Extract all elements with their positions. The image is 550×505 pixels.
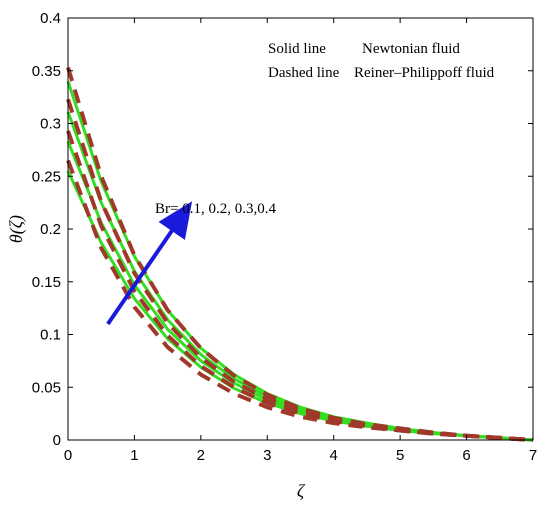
dashed-series-br-0.3 (66, 98, 534, 442)
series-group (66, 67, 534, 442)
legend-style-dashed: Dashed line (268, 65, 340, 81)
solid-series-br-0.2 (66, 140, 534, 442)
dashed-series-br-0.2 (66, 130, 534, 442)
x-tick-label: 3 (263, 447, 271, 464)
solid-series-br-0.1 (66, 170, 534, 442)
dashed-series-br-0.1 (66, 159, 534, 442)
y-tick-label: 0.1 (40, 327, 61, 344)
y-tick-label: 0.05 (32, 379, 61, 396)
x-tick-label: 1 (130, 447, 138, 464)
legend-style-solid: Solid line (268, 41, 326, 57)
y-axis-label: θ(ζ) (6, 215, 27, 243)
y-tick-label: 0.3 (40, 116, 61, 133)
y-tick-label: 0.35 (32, 63, 61, 80)
x-axis-label: ζ (297, 481, 306, 501)
legend-label-newtonian: Newtonian fluid (362, 41, 460, 57)
x-axis: 0 1 2 3 4 5 6 7 (64, 18, 537, 464)
y-tick-label: 0 (53, 432, 61, 449)
br-annotation: Br= 0.1, 0.2, 0.3,0.4 (155, 201, 276, 217)
y-tick-label: 0.2 (40, 221, 61, 238)
legend: Solid line Newtonian fluid Dashed line R… (268, 41, 495, 81)
y-tick-label: 0.4 (40, 10, 61, 27)
x-tick-label: 6 (462, 447, 470, 464)
x-tick-label: 0 (64, 447, 72, 464)
solid-series-br-0.4 (66, 80, 534, 442)
x-tick-label: 2 (197, 447, 205, 464)
x-tick-label: 5 (396, 447, 404, 464)
y-axis: 0 0.05 0.1 0.15 0.2 0.25 0.3 0.35 0.4 (32, 10, 533, 449)
y-tick-label: 0.15 (32, 274, 61, 291)
legend-label-reiner-philippoff: Reiner–Philippoff fluid (354, 65, 495, 81)
plot-frame (67, 17, 534, 441)
x-tick-label: 4 (330, 447, 338, 464)
x-tick-label: 7 (529, 447, 537, 464)
dashed-series-br-0.4 (66, 67, 534, 442)
y-tick-label: 0.25 (32, 168, 61, 185)
br-increase-arrow (106, 201, 193, 326)
